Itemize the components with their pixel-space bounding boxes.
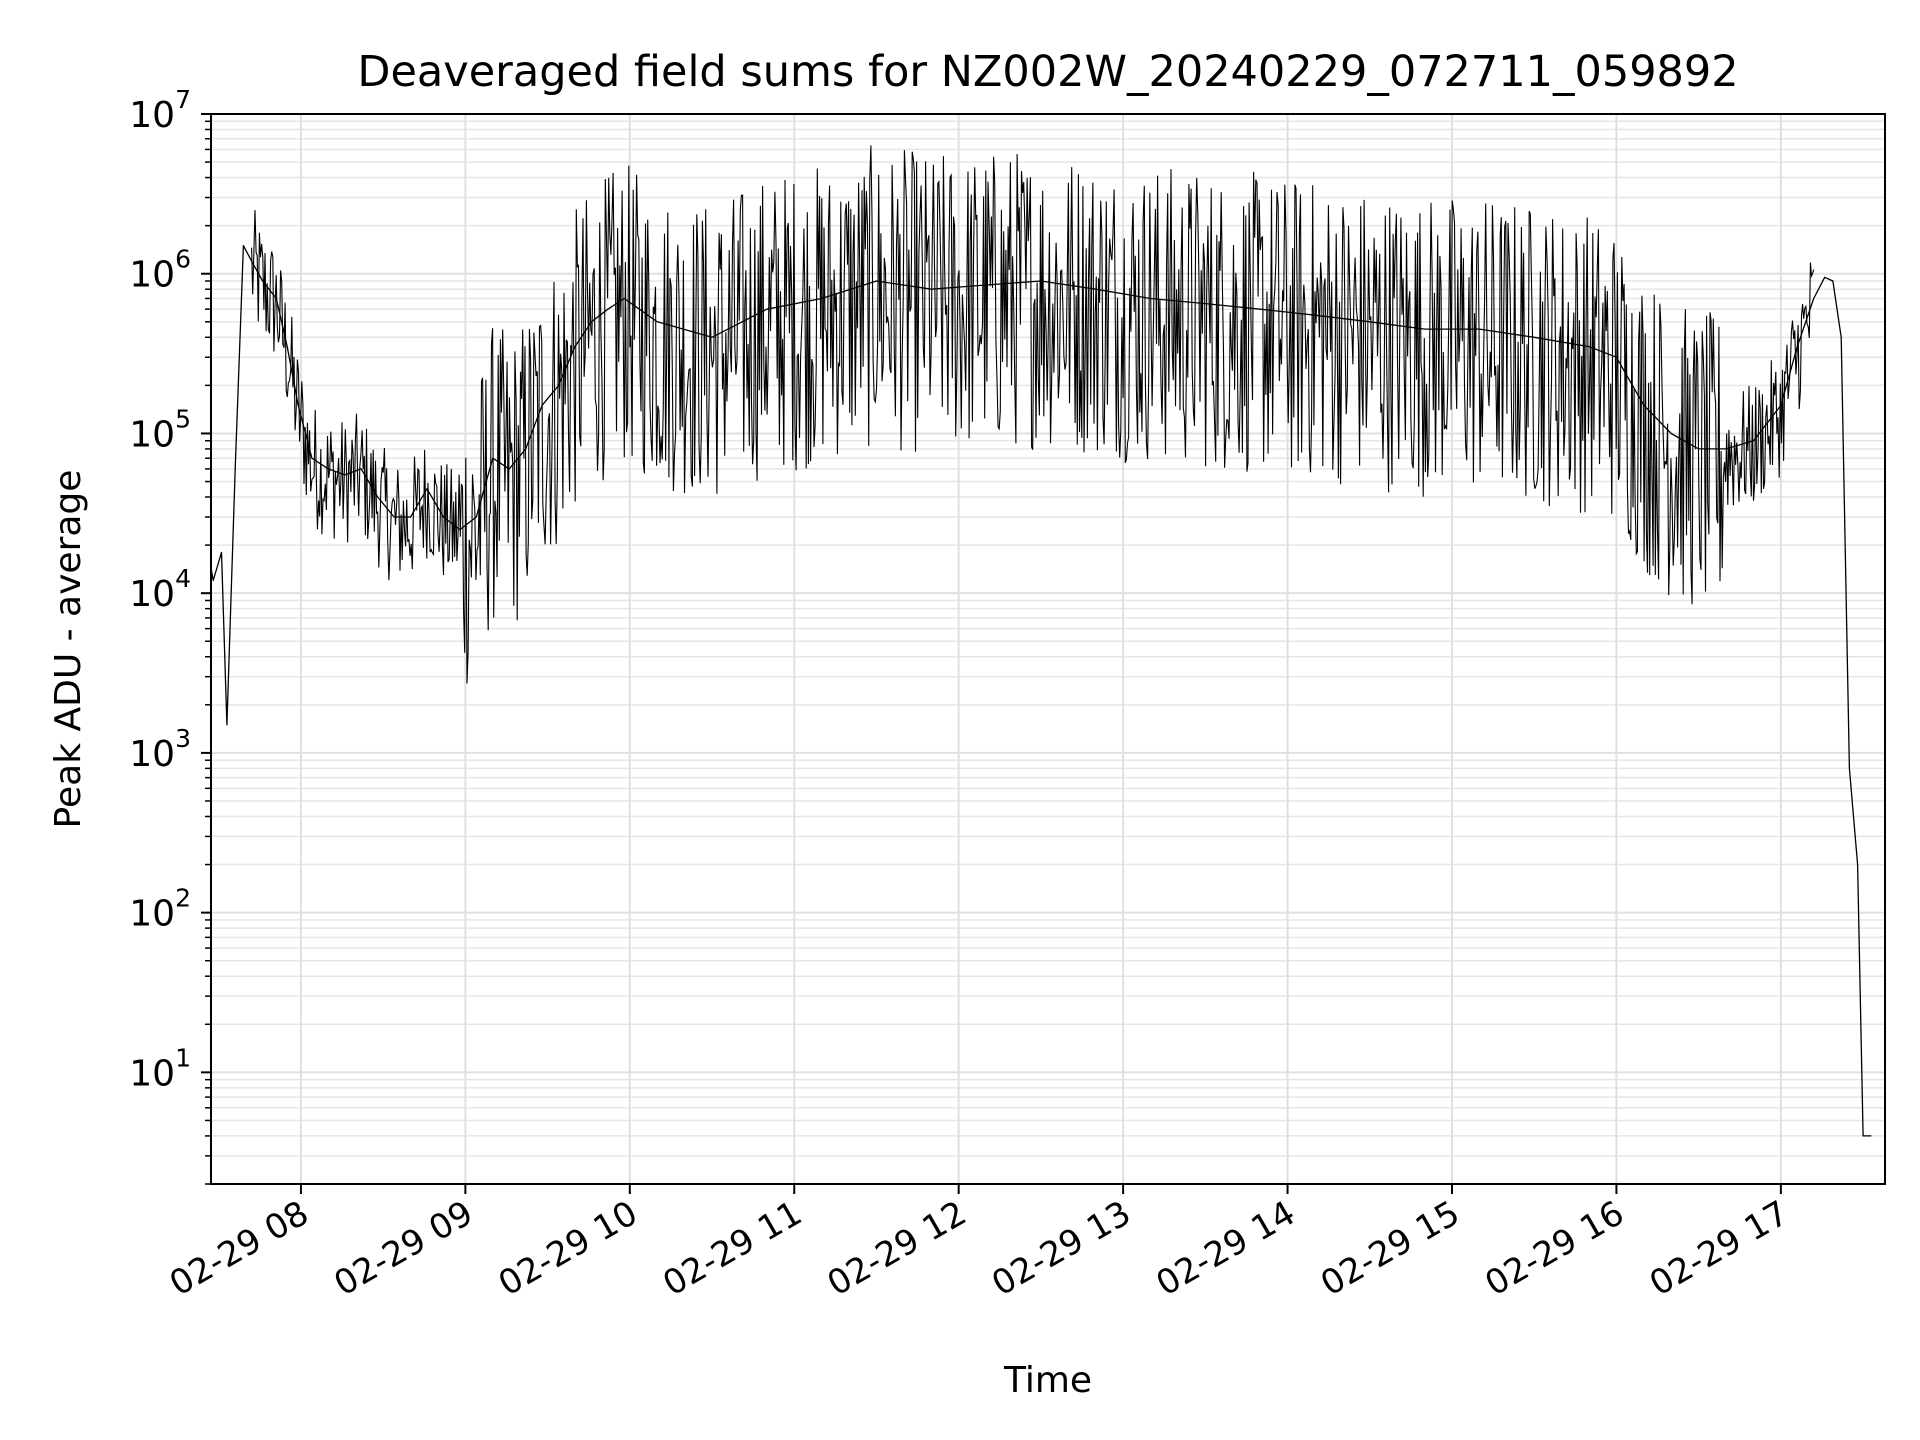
data-line-noise xyxy=(251,145,1815,684)
data-line-spikes xyxy=(251,145,1815,684)
plot-area-frame xyxy=(210,113,1886,1185)
data-line xyxy=(209,244,1872,1137)
x-axis-label: Time xyxy=(1003,1360,1092,1401)
chart-title: Deaveraged field sums for NZ002W_2024022… xyxy=(357,47,1738,97)
y-axis-label: Peak ADU - average xyxy=(48,470,89,829)
